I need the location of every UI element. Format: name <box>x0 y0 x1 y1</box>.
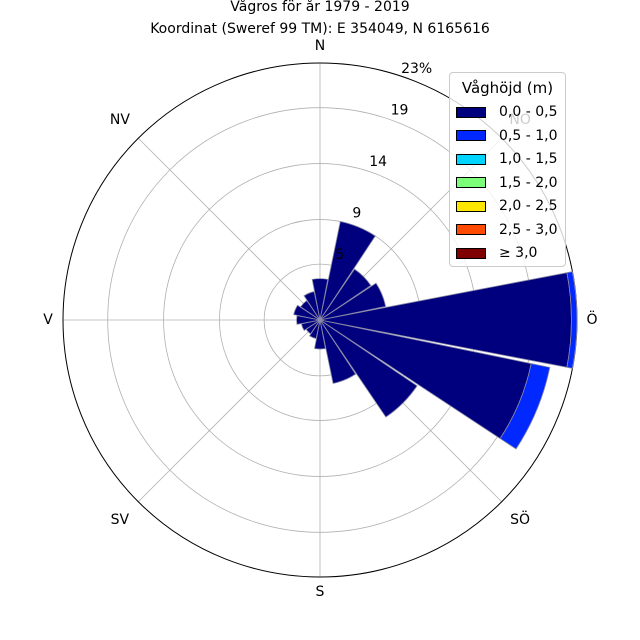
legend-entry: 0,5 - 1,0 <box>456 127 557 145</box>
legend-swatch <box>456 106 486 118</box>
radial-tick-label: 23% <box>401 61 432 77</box>
legend-swatch <box>456 200 486 212</box>
sector-bar <box>319 221 376 321</box>
legend-label: 0,0 - 0,5 <box>499 104 558 120</box>
legend-swatch <box>456 177 486 188</box>
legend-entry: 1,0 - 1,5 <box>456 150 557 168</box>
legend-label: 1,0 - 1,5 <box>499 151 558 167</box>
sector-bar <box>319 268 372 321</box>
sector-bar <box>309 319 321 340</box>
radial-tick-label: 14 <box>369 154 387 170</box>
legend-label: ≥ 3,0 <box>499 245 538 261</box>
sector-bar <box>499 363 551 450</box>
legend-label: 0,5 - 1,0 <box>499 127 558 144</box>
sector-bars <box>293 221 578 450</box>
sector-bar <box>311 278 329 321</box>
compass-label: Ö <box>586 310 597 328</box>
sector-bar <box>319 282 387 321</box>
sector-bar <box>303 291 321 321</box>
sector-bar <box>293 304 321 321</box>
legend-swatch <box>456 224 486 235</box>
compass-label: V <box>43 312 53 328</box>
legend-entry: 1,5 - 2,0 <box>456 174 557 192</box>
legend: Våghöjd (m) 0,0 - 0,5 0,5 - 1,0 1,0 - 1,5 1… <box>449 72 566 267</box>
sector-bar <box>314 319 326 350</box>
radial-tick-label: 9 <box>352 206 361 222</box>
sector-bar <box>566 271 578 369</box>
legend-swatch <box>456 130 486 141</box>
compass-label: NV <box>110 112 130 128</box>
radial-tick-label: 19 <box>391 102 409 118</box>
chart-title: Vågros för år 1979 - 2019 <box>230 0 409 15</box>
compass-label: SÖ <box>510 510 530 528</box>
legend-label: 2,0 - 2,5 <box>499 198 558 214</box>
sector-bar <box>319 319 418 418</box>
legend-swatch <box>456 247 486 259</box>
compass-label: SV <box>111 512 130 528</box>
grid-spoke <box>137 137 321 321</box>
compass-label: N <box>315 38 325 54</box>
legend-swatch <box>456 153 486 165</box>
legend-label: 2,5 - 3,0 <box>499 221 558 238</box>
sector-bar <box>319 319 357 384</box>
legend-entry: ≥ 3,0 <box>456 244 537 262</box>
radial-tick-label: 5 <box>335 247 344 263</box>
legend-label: 1,5 - 2,0 <box>499 174 558 191</box>
legend-title: Våghöjd (m) <box>461 79 554 97</box>
grid-spoke <box>137 319 321 503</box>
legend-entry: 2,0 - 2,5 <box>456 197 557 215</box>
chart-subtitle: Koordinat (Sweref 99 TM): E 354049, N 61… <box>150 21 490 37</box>
compass-label: S <box>316 584 325 600</box>
legend-entry: 2,5 - 3,0 <box>456 221 557 239</box>
legend-entry: 0,0 - 0,5 <box>456 103 557 121</box>
